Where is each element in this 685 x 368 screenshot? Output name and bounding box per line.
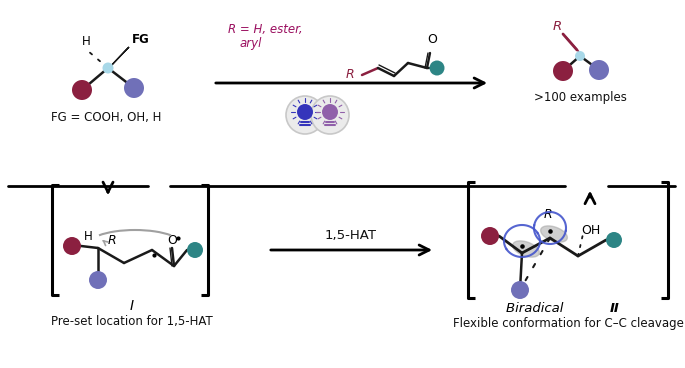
- Text: Pre-set location for 1,5-HAT: Pre-set location for 1,5-HAT: [51, 315, 213, 329]
- Circle shape: [322, 104, 338, 120]
- Polygon shape: [540, 226, 567, 242]
- Polygon shape: [108, 47, 129, 69]
- Text: H: H: [84, 230, 92, 243]
- Text: R: R: [108, 234, 116, 247]
- Circle shape: [429, 60, 445, 75]
- Text: R: R: [552, 20, 562, 32]
- Polygon shape: [512, 241, 539, 257]
- Text: Flexible conformation for C–C cleavage: Flexible conformation for C–C cleavage: [453, 318, 684, 330]
- Circle shape: [89, 271, 107, 289]
- Circle shape: [589, 60, 609, 80]
- Circle shape: [297, 104, 313, 120]
- Circle shape: [187, 242, 203, 258]
- Text: O: O: [427, 33, 437, 46]
- Circle shape: [124, 78, 144, 98]
- Circle shape: [606, 232, 622, 248]
- Text: O: O: [167, 234, 177, 247]
- Text: FG: FG: [132, 33, 150, 46]
- Text: II: II: [610, 301, 620, 315]
- Text: FG = COOH, OH, H: FG = COOH, OH, H: [51, 112, 161, 124]
- Circle shape: [63, 237, 81, 255]
- Text: OH: OH: [582, 223, 601, 237]
- Circle shape: [311, 96, 349, 134]
- Text: 1,5-HAT: 1,5-HAT: [325, 229, 377, 241]
- Text: >100 examples: >100 examples: [534, 92, 627, 105]
- Circle shape: [72, 80, 92, 100]
- Circle shape: [286, 96, 324, 134]
- Circle shape: [553, 61, 573, 81]
- Circle shape: [103, 63, 114, 74]
- Circle shape: [511, 281, 529, 299]
- Text: Biradical: Biradical: [506, 301, 568, 315]
- Text: I: I: [130, 299, 134, 313]
- Circle shape: [481, 227, 499, 245]
- Text: R = H, ester,: R = H, ester,: [228, 24, 303, 36]
- Text: R: R: [544, 208, 552, 220]
- Text: aryl: aryl: [240, 36, 262, 50]
- Text: R: R: [345, 68, 354, 81]
- Text: H: H: [82, 35, 90, 48]
- Circle shape: [575, 51, 585, 61]
